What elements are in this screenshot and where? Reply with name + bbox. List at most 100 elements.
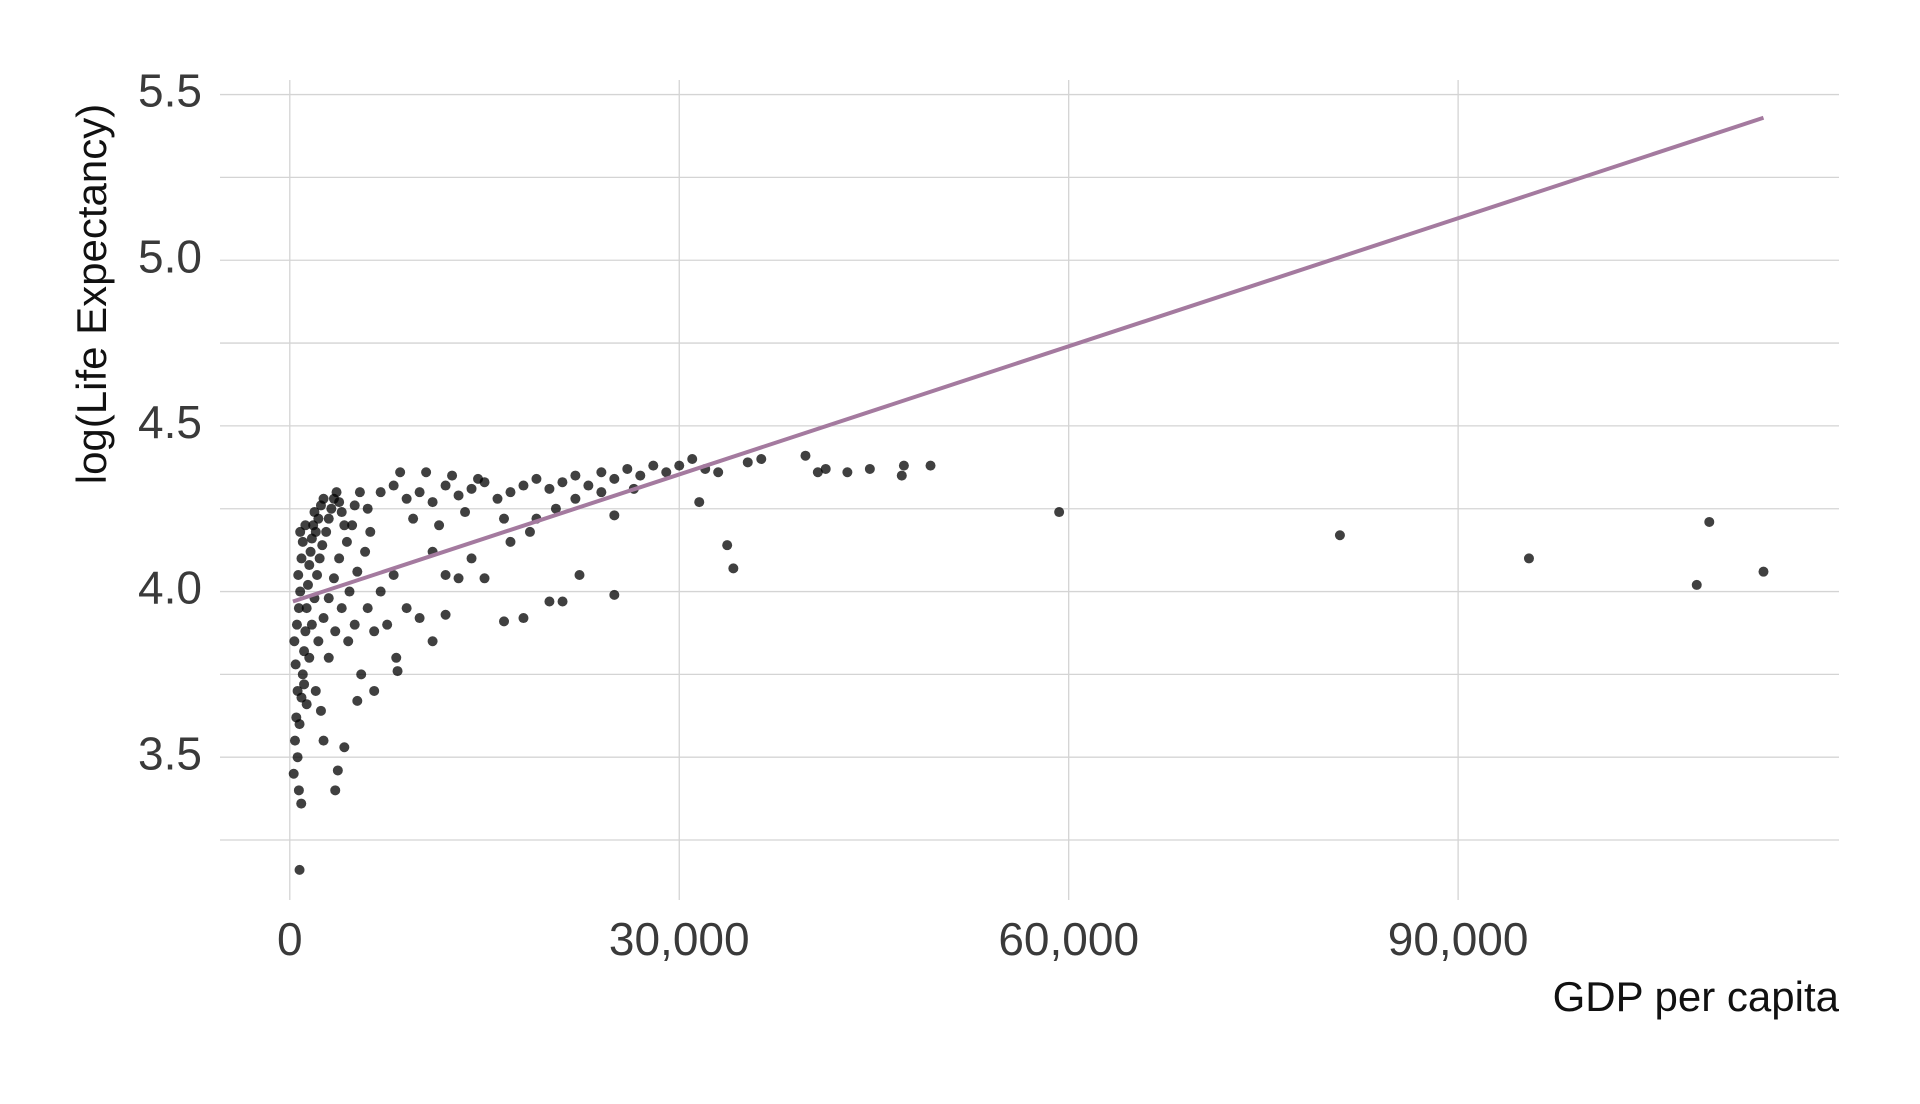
point (557, 596, 568, 607)
point (305, 546, 316, 557)
point (301, 603, 312, 614)
point (293, 569, 304, 580)
x-tick-label: 0 (277, 913, 303, 965)
point (447, 470, 458, 481)
point (1523, 553, 1534, 564)
point (421, 467, 432, 478)
point (356, 669, 367, 680)
point (570, 470, 581, 481)
point (498, 616, 509, 627)
point (401, 493, 412, 504)
point (293, 785, 304, 796)
y-tick-label: 4.0 (138, 562, 202, 614)
point (648, 460, 659, 471)
point (296, 798, 307, 809)
point (505, 536, 516, 547)
point (293, 603, 304, 614)
point (323, 513, 334, 524)
point (395, 467, 406, 478)
point (330, 626, 341, 637)
point (288, 768, 299, 779)
point (289, 636, 300, 647)
point (460, 507, 471, 518)
point (453, 490, 464, 501)
point (800, 450, 811, 461)
point (313, 636, 324, 647)
y-tick-label: 3.5 (138, 727, 202, 779)
point (323, 652, 334, 663)
point (574, 569, 585, 580)
point (295, 586, 306, 597)
point (661, 467, 672, 478)
point (382, 619, 393, 630)
point (1758, 566, 1769, 577)
point (609, 589, 620, 600)
point (440, 480, 451, 491)
point (570, 493, 581, 504)
point (609, 510, 620, 521)
y-tick-label: 5.5 (138, 65, 202, 117)
point (812, 467, 823, 478)
point (304, 560, 315, 571)
point (694, 497, 705, 508)
point (362, 603, 373, 614)
x-tick-label: 60,000 (998, 913, 1139, 965)
point (365, 526, 376, 537)
point (466, 483, 477, 494)
point (583, 480, 594, 491)
point (498, 513, 509, 524)
point (550, 503, 561, 514)
point (722, 540, 733, 551)
points (288, 450, 1769, 875)
point (842, 467, 853, 478)
point (518, 480, 529, 491)
point (635, 470, 646, 481)
point (369, 626, 380, 637)
point (1691, 579, 1702, 590)
point (347, 520, 358, 531)
point (318, 613, 329, 624)
point (388, 569, 399, 580)
point (505, 487, 516, 498)
point (321, 526, 332, 537)
point (341, 536, 352, 547)
point (299, 679, 310, 690)
point (292, 752, 303, 763)
point (352, 695, 363, 706)
point (375, 487, 386, 498)
x-tick-label: 90,000 (1388, 913, 1529, 965)
point (344, 586, 355, 597)
point (323, 593, 334, 604)
point (427, 636, 438, 647)
point (318, 493, 329, 504)
y-axis-title: log(Life Expectancy) (68, 104, 115, 485)
y-tick-label: 4.5 (138, 396, 202, 448)
point (596, 467, 607, 478)
point (362, 503, 373, 514)
grid (220, 80, 1839, 900)
point (434, 520, 445, 531)
point (713, 467, 724, 478)
point (332, 765, 343, 776)
point (331, 487, 342, 498)
point (440, 569, 451, 580)
point (687, 454, 698, 465)
point (609, 473, 620, 484)
point (1054, 507, 1065, 518)
point (295, 526, 306, 537)
point (479, 573, 490, 584)
point (336, 603, 347, 614)
point (290, 659, 301, 670)
point (339, 742, 350, 753)
point (391, 652, 402, 663)
point (291, 619, 302, 630)
point (310, 685, 321, 696)
point (898, 460, 909, 471)
point (388, 480, 399, 491)
point (330, 785, 341, 796)
point (392, 666, 403, 677)
point (306, 619, 317, 630)
point (334, 553, 345, 564)
point (297, 669, 308, 680)
